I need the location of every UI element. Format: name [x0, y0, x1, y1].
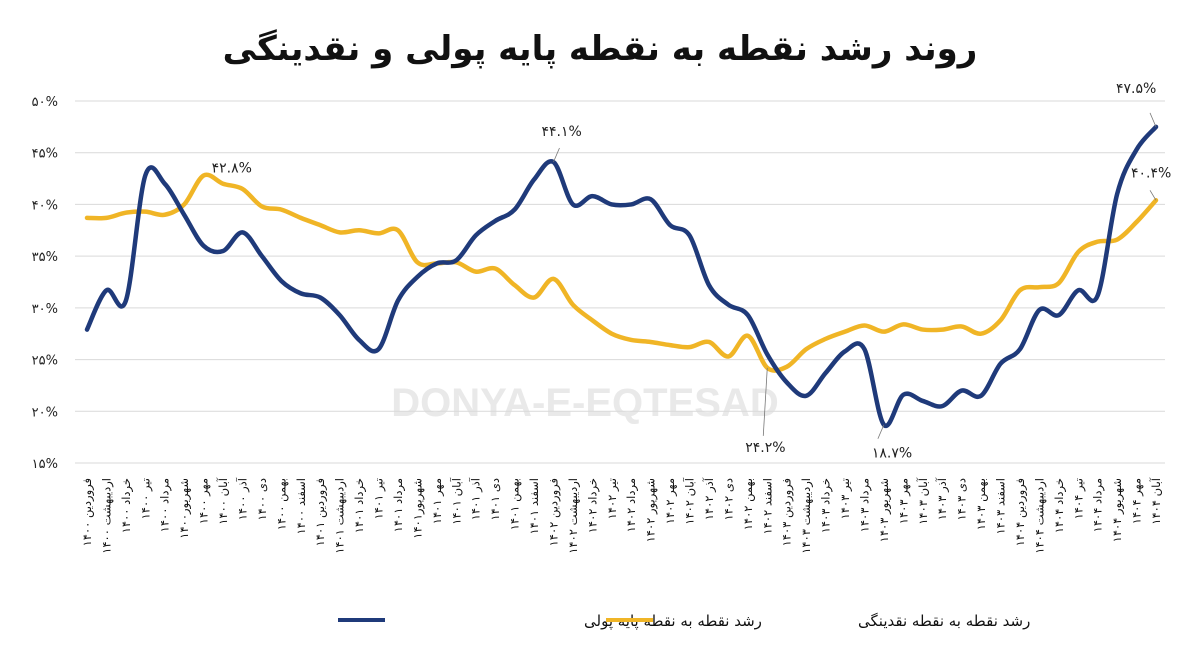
x-tick-label: دی ۱۴۰۳	[955, 478, 969, 521]
y-axis: ۱۵% ۲۰% ۲۵% ۳۰% ۳۵% ۴۰% ۴۵% ۵۰%	[32, 95, 58, 472]
annotations: ۴۲.۸% ۴۴.۱% ۲۴.۲% ۱۸.۷% ۴۷.۵% ۴۰.۴%	[212, 81, 1172, 462]
x-tick-label: شهریور ۱۴۰۳	[877, 478, 892, 542]
x-tick-label: اسفند ۱۴۰۳	[994, 478, 1008, 535]
x-tick-label: دی ۱۴۰۲	[721, 478, 735, 521]
y-tick-label: ۴۰%	[32, 198, 58, 213]
x-tick-label: مهر ۱۴۰۴	[1130, 478, 1145, 524]
x-tick-label: آذر ۱۴۰۱	[469, 477, 484, 520]
x-tick-label: مهر ۱۴۰۳	[896, 478, 911, 524]
annotation-leader	[1149, 190, 1157, 201]
x-tick-label: تیر ۱۴۰۴	[1071, 478, 1086, 519]
y-tick-label: ۵۰%	[32, 95, 58, 110]
x-tick-label: بهمن ۱۴۰۳	[974, 478, 989, 530]
series-line-liquidity	[84, 172, 1159, 373]
data-label: ۱۸.۷%	[872, 446, 912, 462]
x-tick-label: شهریور۱۴۰۰	[177, 478, 192, 539]
x-tick-label: اردیبهشت ۱۴۰۰	[99, 478, 114, 554]
x-tick-label: آذر ۱۴۰۰	[235, 477, 250, 520]
x-tick-label: آبان ۱۴۰۱	[449, 477, 463, 525]
y-tick-label: ۴۵%	[32, 147, 58, 162]
annotation-leader	[1149, 112, 1157, 128]
annotation-leader	[877, 424, 885, 439]
x-tick-label: تیر ۱۴۰۲	[605, 478, 620, 519]
x-tick-label: مرداد ۱۴۰۳	[857, 478, 872, 532]
watermark: DONYA-E-EQTESAD	[391, 381, 778, 425]
x-tick-label: آذر ۱۴۰۳	[935, 477, 950, 520]
x-tick-label: خرداد ۱۴۰۱	[352, 478, 367, 533]
x-tick-label: اسفند ۱۴۰۱	[527, 478, 541, 535]
x-tick-label: فروردین ۱۴۰۴	[1013, 478, 1028, 546]
x-tick-label: بهمن ۱۴۰۲	[741, 478, 756, 530]
x-tick-label: شهریور ۱۴۰۴	[1110, 478, 1125, 542]
x-tick-label: اردیبهشت ۱۴۰۱	[333, 478, 348, 554]
y-tick-label: ۳۰%	[32, 302, 58, 317]
data-label: ۴۰.۴%	[1131, 165, 1171, 181]
x-tick-label: آبان ۱۴۰۳	[916, 477, 930, 525]
x-tick-label: فروردین ۱۴۰۳	[780, 478, 795, 546]
x-tick-label: مهر ۱۴۰۱	[430, 478, 445, 524]
x-tick-label: بهمن ۱۴۰۱	[508, 478, 523, 530]
x-tick-label: اسفند ۱۴۰۰	[294, 478, 308, 535]
x-tick-label: فروردین ۱۴۰۲	[546, 478, 561, 546]
x-tick-label: اسفند ۱۴۰۲	[760, 478, 774, 535]
series-line-base-money	[84, 124, 1159, 429]
chart-title: روند رشد نقطه به نقطه پایه پولی و نقدینگ…	[223, 29, 978, 69]
x-tick-label: مرداد ۱۴۰۴	[1091, 478, 1106, 532]
x-tick-label: شهریور۱۴۰۱	[410, 478, 425, 539]
data-label: ۲۴.۲%	[745, 440, 785, 456]
x-tick-label: فروردین ۱۴۰۰	[80, 478, 95, 546]
x-tick-label: فروردین ۱۴۰۱	[313, 478, 328, 546]
x-tick-label: مرداد ۱۴۰۲	[624, 478, 639, 532]
x-tick-label: شهریور ۱۴۰۲	[644, 478, 659, 542]
x-tick-label: مهر ۱۴۰۰	[197, 478, 212, 524]
x-tick-label: اردیبهشت ۱۴۰۴	[1032, 478, 1047, 554]
annotation-leader	[762, 367, 768, 436]
y-tick-label: ۲۵%	[32, 354, 58, 369]
x-tick-label: مرداد ۱۴۰۰	[158, 478, 173, 532]
x-axis: فروردین ۱۴۰۰ اردیبهشت ۱۴۰۰ خرداد ۱۴۰۰ تیر ۱…	[80, 477, 1163, 554]
x-tick-label: آذر ۱۴۰۲	[702, 477, 717, 520]
annotation-leader	[553, 147, 560, 163]
plot-lines	[84, 124, 1159, 429]
x-tick-label: اردیبهشت ۱۴۰۲	[566, 478, 581, 554]
x-tick-label: اردیبهشت ۱۴۰۳	[799, 478, 814, 554]
x-tick-label: آبان ۱۴۰۴	[1149, 477, 1163, 525]
x-tick-label: خرداد ۱۴۰۴	[1052, 478, 1067, 533]
y-tick-label: ۱۵%	[32, 457, 58, 472]
x-tick-label: آبان ۱۴۰۲	[683, 477, 697, 525]
legend-label-liquidity: رشد نقطه به نقطه نقدینگی	[858, 612, 1030, 630]
legend-label-base-money: رشد نقطه به نقطه پایه پولی	[584, 612, 762, 631]
y-tick-label: ۳۵%	[32, 250, 58, 265]
x-tick-label: خرداد ۱۴۰۰	[119, 478, 134, 533]
x-tick-label: خرداد ۱۴۰۲	[585, 478, 600, 533]
x-tick-label: مرداد ۱۴۰۱	[391, 478, 406, 532]
data-label: ۴۲.۸%	[212, 160, 252, 176]
x-tick-label: مهر ۱۴۰۲	[663, 478, 678, 524]
y-tick-label: ۲۰%	[32, 405, 58, 420]
data-label: ۴۷.۵%	[1116, 81, 1156, 97]
x-tick-label: تیر ۱۴۰۱	[372, 478, 387, 519]
x-tick-label: تیر ۱۴۰۰	[138, 478, 153, 519]
x-tick-label: دی ۱۴۰۰	[255, 478, 269, 521]
x-tick-label: خرداد ۱۴۰۳	[819, 478, 834, 533]
data-label: ۴۴.۱%	[541, 124, 581, 140]
x-tick-label: آبان ۱۴۰۰	[216, 477, 230, 525]
x-tick-label: تیر ۱۴۰۳	[838, 478, 853, 519]
x-tick-label: بهمن ۱۴۰۰	[274, 478, 289, 530]
x-tick-label: دی ۱۴۰۱	[488, 478, 502, 521]
legend: رشد نقطه به نقطه پایه پولی رشد نقطه به ن…	[338, 612, 1030, 631]
